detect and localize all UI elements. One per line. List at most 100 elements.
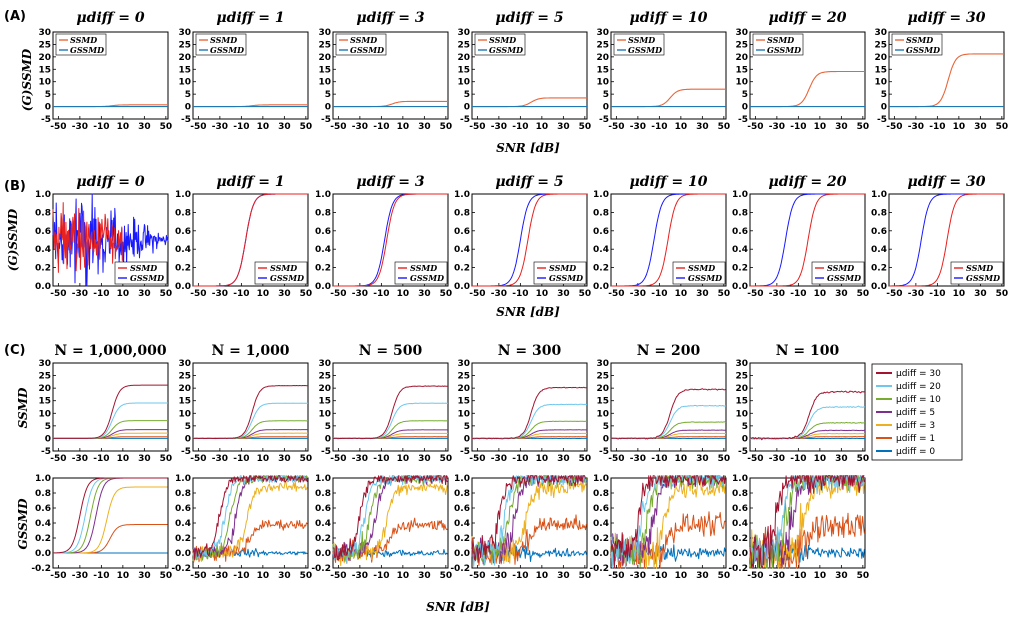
row-c-legend-item: μdiff = 30: [896, 369, 941, 379]
row-a-title: μdiff = 30: [908, 10, 986, 26]
row-c-top-0-ytick-label: 25: [38, 372, 51, 382]
row-a-legend-gssmd: GSSMD: [70, 45, 104, 55]
row-b-5-ytick-label: 1.0: [732, 190, 748, 200]
row-b-legend-box: [672, 261, 726, 285]
row-b-1-ytick-label: 0.8: [175, 208, 191, 218]
row-a-1-frame: [192, 31, 309, 120]
row-c-bot-4-xtick-label: 50: [718, 571, 731, 581]
row-a-title: μdiff = 1: [216, 10, 284, 26]
row-c-top-4-frame: [610, 362, 727, 452]
row-b-3-ytick-label: 0.8: [454, 208, 470, 218]
row-c-legend-item: μdiff = 10: [896, 395, 941, 405]
row-a-1-ytick-label: 15: [178, 65, 191, 75]
row-b-3-xtick-label: 50: [579, 289, 592, 299]
row-a-xlabel: SNR [dB]: [496, 141, 560, 155]
row-c-bot-5-ytick-label: 0.6: [732, 504, 748, 514]
row-b-1-ytick-label: 1.0: [175, 190, 191, 200]
row-b-2-xtick-label: 30: [418, 289, 431, 299]
row-c-bot-5-xtick-label: 30: [835, 571, 848, 581]
row-c-bot-4-ytick-label: 0.2: [593, 534, 609, 544]
row-a-0-ytick-label: 0: [45, 103, 51, 113]
row-b-2-xtick-label: -30: [352, 289, 368, 299]
row-a-legend-box: [195, 33, 247, 56]
row-a-2-xtick-label: -30: [352, 122, 368, 132]
row-c-top-1-xtick-label: 10: [257, 454, 270, 464]
row-c-bot-1-ytick-label: 0.4: [175, 519, 191, 529]
row-c-top-3-ytick-label: -5: [460, 447, 470, 457]
row-c-bot-2-ytick-label: -0.2: [311, 564, 331, 574]
row-a-5-xtick-label: 10: [814, 122, 827, 132]
row-b-0-xtick-label: -50: [50, 289, 66, 299]
row-a-ylabel: (G)SSMD: [20, 48, 34, 111]
row-c-gssmd-line: [53, 477, 168, 554]
row-c-top-0-xtick-label: 30: [138, 454, 151, 464]
row-c-top-5-xtick-label: 30: [835, 454, 848, 464]
row-a-2-ytick-label: 20: [318, 53, 331, 63]
row-b-legend-gssmd: GSSMD: [130, 273, 164, 283]
row-c-bot-5-xtick-label: -10: [790, 571, 806, 581]
row-a-6-ytick-label: -5: [877, 115, 887, 125]
row-b-6-ytick-label: 1.0: [871, 190, 887, 200]
row-c-top-2-ytick-label: 20: [318, 384, 331, 394]
row-a-0-xtick-label: -10: [93, 122, 109, 132]
row-a-legend-gssmd: GSSMD: [767, 45, 801, 55]
row-a-1-xtick-label: -10: [233, 122, 249, 132]
row-a-3-xtick-label: 30: [557, 122, 570, 132]
row-a-legend-box: [335, 33, 387, 56]
row-a-5-ytick-label: 10: [735, 78, 748, 88]
row-a-1-ytick-label: 25: [178, 40, 191, 50]
row-b-legend-ssmd: SSMD: [966, 263, 993, 273]
row-b-0-ytick-label: 0.6: [35, 227, 51, 237]
row-b-3-ytick-label: 0.2: [454, 264, 470, 274]
row-c-top-3-ytick-label: 20: [457, 384, 470, 394]
row-c-bot-3-xtick-label: 50: [579, 571, 592, 581]
row-c-bot-2-xtick-label: -50: [330, 571, 346, 581]
row-c-top-3-xtick-label: -10: [512, 454, 528, 464]
row-a-0-ytick-label: -5: [41, 115, 51, 125]
row-c-top-2-ytick-label: 15: [318, 397, 331, 407]
row-c-gssmd-line: [53, 486, 168, 554]
row-a-legend-gssmd: GSSMD: [210, 45, 244, 55]
row-c-top-0-ytick-label: 20: [38, 384, 51, 394]
row-b-4-ytick-label: 1.0: [593, 190, 609, 200]
row-c-gssmd-line: [192, 475, 308, 559]
row-b-6-xtick-label: -50: [886, 289, 902, 299]
row-a-legend-box: [55, 33, 107, 56]
row-c-bot-1-xtick-label: -10: [233, 571, 249, 581]
row-c-bot-1-xtick-label: -30: [212, 571, 228, 581]
row-b-5-xtick-label: 10: [814, 289, 827, 299]
row-a-4-xtick-label: 10: [675, 122, 688, 132]
row-a-4-ytick-label: 25: [596, 40, 609, 50]
row-c-bot-1-ytick-label: 0.8: [175, 489, 191, 499]
row-b-ssmd-line: [333, 193, 448, 287]
row-b-legend-ssmd: SSMD: [549, 263, 576, 273]
row-c-bot-5-xtick-label: -50: [747, 571, 763, 581]
row-c-bot-3-ytick-label: 0.2: [454, 534, 470, 544]
row-a-0-ytick-label: 5: [45, 90, 51, 100]
row-c-gssmd-line: [53, 477, 168, 554]
row-a-4-ytick-label: 20: [596, 53, 609, 63]
row-a-2-xtick-label: 30: [418, 122, 431, 132]
row-b-3-ytick-label: 0.6: [454, 227, 470, 237]
row-c-bot-0-xtick-label: 10: [117, 571, 130, 581]
row-a-3-ytick-label: -5: [460, 115, 470, 125]
row-c-top-3-xtick-label: -30: [491, 454, 507, 464]
panel-label-a: (A): [4, 9, 26, 24]
row-a-0-ytick-label: 30: [38, 28, 51, 38]
row-a-legend-box: [891, 33, 943, 56]
row-c-bot-0-ytick-label: 0.8: [35, 489, 51, 499]
row-b-0-xtick-label: -30: [72, 289, 88, 299]
row-c-bot-2-xtick-label: -10: [373, 571, 389, 581]
row-b-1-ytick-label: 0.2: [175, 264, 191, 274]
row-a-2-xtick-label: 10: [397, 122, 410, 132]
row-b-0-xtick-label: 50: [160, 289, 173, 299]
row-c-bot-1-ytick-label: 0.6: [175, 504, 191, 514]
row-a-legend-ssmd: SSMD: [628, 35, 655, 45]
row-c-bot-0-ytick-label: -0.2: [31, 564, 51, 574]
row-b-3-xtick-label: 10: [536, 289, 549, 299]
row-a-0-frame: [52, 31, 169, 120]
row-a-6-xtick-label: 30: [974, 122, 987, 132]
row-c-top-3-xtick-label: 30: [557, 454, 570, 464]
row-c-bot-5-xtick-label: -30: [769, 571, 785, 581]
row-b-5-ytick-label: 0.6: [732, 227, 748, 237]
